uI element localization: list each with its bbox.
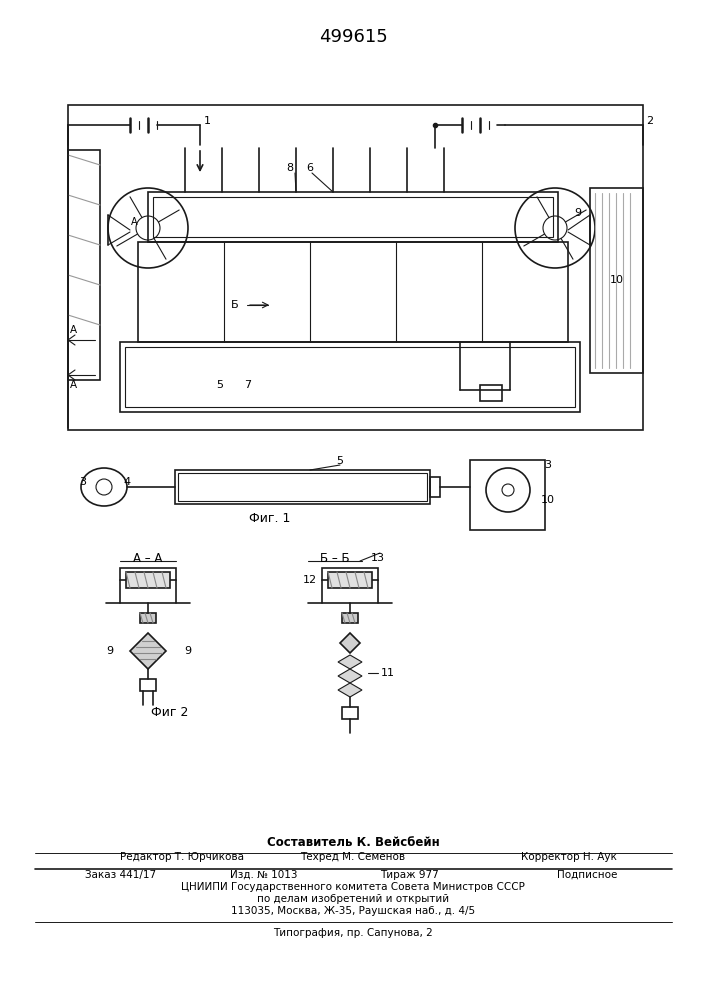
Text: 9: 9 xyxy=(574,208,581,218)
Text: 4: 4 xyxy=(124,477,131,487)
Text: Заказ 441/17: Заказ 441/17 xyxy=(85,870,156,880)
Bar xyxy=(140,613,156,623)
Text: Корректор Н. Аук: Корректор Н. Аук xyxy=(521,852,617,862)
Text: Изд. № 1013: Изд. № 1013 xyxy=(230,870,298,880)
Polygon shape xyxy=(338,669,362,683)
Text: 113035, Москва, Ж-35, Раушская наб., д. 4/5: 113035, Москва, Ж-35, Раушская наб., д. … xyxy=(231,906,475,916)
Text: Б: Б xyxy=(231,300,239,310)
Bar xyxy=(342,613,358,623)
Polygon shape xyxy=(338,655,362,669)
Text: по делам изобретений и открытий: по делам изобретений и открытий xyxy=(257,894,449,904)
Text: A: A xyxy=(131,217,137,227)
Bar xyxy=(328,572,372,588)
Text: 7: 7 xyxy=(245,380,252,390)
Text: Фиг 2: Фиг 2 xyxy=(151,706,189,720)
Text: 6: 6 xyxy=(307,163,313,173)
Text: Подписное: Подписное xyxy=(556,870,617,880)
Bar xyxy=(178,473,427,501)
Bar xyxy=(153,197,553,237)
Bar xyxy=(175,470,430,504)
Text: 9: 9 xyxy=(185,646,192,656)
Bar xyxy=(138,242,568,342)
Polygon shape xyxy=(130,633,166,669)
Text: A: A xyxy=(69,380,76,390)
Bar xyxy=(125,347,575,407)
Text: 12: 12 xyxy=(303,575,317,585)
Bar xyxy=(322,568,378,580)
Text: 11: 11 xyxy=(381,668,395,678)
Text: 8: 8 xyxy=(286,163,293,173)
Bar xyxy=(68,105,643,430)
Bar xyxy=(342,707,358,719)
Bar xyxy=(470,460,545,530)
Text: 10: 10 xyxy=(541,495,555,505)
Text: A: A xyxy=(69,325,76,335)
Text: 5: 5 xyxy=(337,456,344,466)
Bar xyxy=(480,385,502,401)
Text: Типография, пр. Сапунова, 2: Типография, пр. Сапунова, 2 xyxy=(273,928,433,938)
Bar xyxy=(430,477,440,497)
Text: Фиг. 1: Фиг. 1 xyxy=(250,512,291,524)
Text: 10: 10 xyxy=(610,275,624,285)
Text: Редактор Т. Юрчикова: Редактор Т. Юрчикова xyxy=(120,852,244,862)
Bar xyxy=(120,342,580,412)
Bar xyxy=(68,150,100,380)
Bar xyxy=(590,188,643,373)
Text: A – A: A – A xyxy=(134,552,163,564)
Polygon shape xyxy=(338,683,362,697)
Polygon shape xyxy=(340,633,360,653)
Text: 9: 9 xyxy=(107,646,114,656)
Text: 1: 1 xyxy=(204,116,211,126)
Text: 3: 3 xyxy=(544,460,551,470)
Bar xyxy=(148,192,558,242)
Text: Техред М. Семенов: Техред М. Семенов xyxy=(300,852,406,862)
Text: 5: 5 xyxy=(216,380,223,390)
Text: Б – Б: Б – Б xyxy=(320,552,350,564)
Text: 2: 2 xyxy=(646,116,653,126)
Text: ЦНИИПИ Государственного комитета Совета Министров СССР: ЦНИИПИ Государственного комитета Совета … xyxy=(181,882,525,892)
Bar xyxy=(126,572,170,588)
Text: 3: 3 xyxy=(79,477,86,487)
Bar xyxy=(140,679,156,691)
Bar xyxy=(120,568,176,580)
Text: Составитель К. Вейсбейн: Составитель К. Вейсбейн xyxy=(267,836,439,850)
Text: Тираж 977: Тираж 977 xyxy=(380,870,439,880)
Text: 499615: 499615 xyxy=(319,28,387,46)
Text: 13: 13 xyxy=(371,553,385,563)
